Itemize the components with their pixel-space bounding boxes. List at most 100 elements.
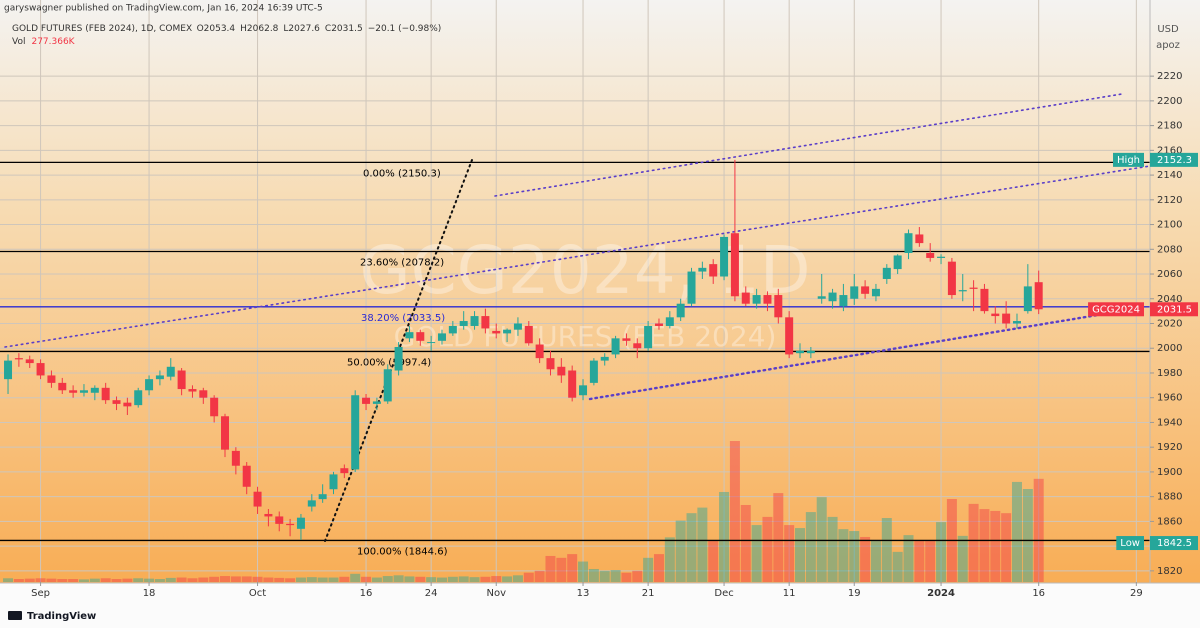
candle-body: [796, 350, 805, 354]
brand-logo: TradingView: [8, 611, 96, 622]
volume-bar: [154, 579, 165, 582]
candle-layer: [4, 159, 1043, 540]
y-tick-label: 2100: [1157, 220, 1182, 231]
volume-bar: [968, 503, 979, 582]
price-badge-label: GCG2024: [1092, 304, 1140, 315]
volume-bar: [447, 576, 458, 582]
candle-body: [69, 390, 78, 393]
y-tick-label: 2220: [1157, 71, 1182, 82]
volume-bar: [653, 554, 664, 582]
volume-bar: [838, 529, 849, 582]
volume-bar: [523, 572, 534, 582]
grid: [0, 0, 1150, 582]
candle-body: [1002, 313, 1011, 324]
volume-bar: [68, 579, 79, 582]
volume-bar: [404, 576, 415, 582]
y-tick-label: 2020: [1157, 319, 1182, 330]
volume-bar: [306, 577, 317, 582]
candle-body: [199, 390, 208, 398]
legend-value: H2062.8: [240, 24, 279, 34]
candle-body: [654, 323, 663, 326]
volume-bar: [165, 577, 176, 582]
candle-body: [351, 395, 360, 470]
candle-body: [427, 342, 436, 344]
candle-body: [524, 325, 533, 344]
x-tick-label: Dec: [714, 588, 733, 599]
volume-bar: [1022, 489, 1033, 582]
candle-body: [871, 288, 880, 297]
candle-body: [644, 325, 653, 349]
candle-body: [763, 295, 772, 304]
volume-bar: [816, 497, 827, 582]
volume-bar: [144, 578, 155, 582]
volume-bar: [209, 576, 220, 582]
volume-bar: [263, 577, 274, 582]
candle-body: [90, 387, 99, 393]
candle-body: [1023, 286, 1032, 312]
y-tick-label: 2120: [1157, 195, 1182, 206]
volume-bar: [545, 555, 556, 582]
candle-body: [372, 401, 381, 404]
volume-bar: [762, 516, 773, 582]
volume-bar: [13, 579, 24, 582]
candle-body: [698, 267, 707, 272]
candle-body: [58, 382, 67, 391]
volume-bar: [588, 568, 599, 582]
volume-bar: [230, 576, 241, 582]
price-badge-label-box: [1116, 536, 1144, 551]
volume-bar: [187, 578, 198, 582]
y-tick-label: 1980: [1157, 368, 1182, 379]
candle-body: [177, 370, 186, 390]
candle-body: [79, 390, 88, 393]
y-tick-label: 2200: [1157, 96, 1182, 107]
y-tick-label: 2040: [1157, 294, 1182, 305]
volume-bar: [502, 576, 513, 582]
volume-bar: [936, 522, 947, 582]
volume-bar: [1001, 513, 1012, 582]
candle-body: [600, 356, 609, 361]
watermark: GCG2024, 1D GOLD FUTURES (FEB 2024): [359, 232, 810, 353]
candle-body: [503, 329, 512, 334]
candle-body: [850, 286, 859, 299]
candle-body: [861, 286, 870, 294]
candle-body: [535, 344, 544, 359]
candle-body: [969, 287, 978, 289]
candle-body: [264, 513, 273, 517]
volume-bar: [860, 536, 871, 582]
candle-body: [145, 379, 154, 391]
candle-body: [828, 292, 837, 302]
x-tick-label: 18: [143, 588, 156, 599]
volume-bar: [220, 576, 231, 582]
volume-bar: [469, 577, 480, 582]
unit-note: apoz: [1156, 40, 1180, 51]
y-tick-label: 2080: [1157, 244, 1182, 255]
candle-body: [991, 313, 1000, 317]
volume-bar: [100, 578, 111, 582]
currency: USD: [1157, 24, 1179, 35]
x-tick-label: 19: [848, 588, 861, 599]
volume-bar: [643, 557, 654, 582]
candle-body: [774, 295, 783, 318]
y-tick-label: 1960: [1157, 393, 1182, 404]
volume-bar: [686, 513, 697, 582]
candle-body: [253, 491, 262, 507]
price-badge-label: Low: [1120, 538, 1140, 549]
footer-background: [0, 583, 1200, 628]
volume-bar: [371, 577, 382, 582]
y-tick-label: 2060: [1157, 269, 1182, 280]
volume-bar: [426, 577, 437, 582]
candle-body: [557, 366, 566, 376]
price-badge-value: 1842.5: [1157, 538, 1192, 549]
brand-icon: [8, 611, 22, 620]
candle-body: [817, 296, 826, 299]
candle-body: [14, 358, 23, 360]
volume-bar: [632, 570, 643, 582]
candle-body: [394, 347, 403, 371]
candle-body: [915, 234, 924, 244]
x-tick-label: 29: [1130, 588, 1143, 599]
volume-bar: [534, 570, 545, 582]
x-tick-label: 24: [425, 588, 438, 599]
candle-body: [665, 317, 674, 326]
volume-bar: [675, 520, 686, 582]
